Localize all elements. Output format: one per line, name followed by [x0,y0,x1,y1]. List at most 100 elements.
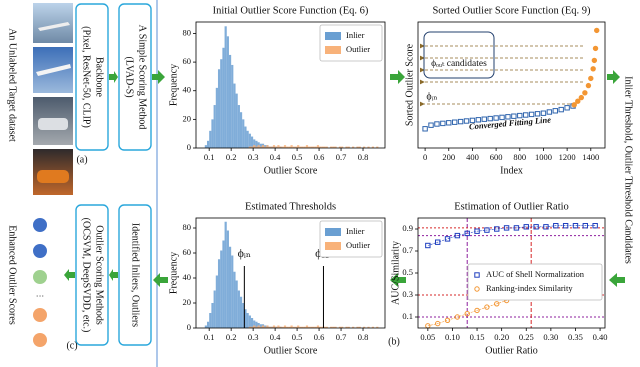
bar [226,230,229,328]
x-tick-label: 0.1 [204,332,215,342]
marker [552,108,558,114]
legend-label: Ranking-index Similarity [486,283,573,293]
identified-box [118,204,152,346]
bar [283,325,287,328]
bar [259,146,262,148]
bar [220,59,223,148]
marker [558,106,564,113]
bar [255,140,258,148]
bar [215,275,218,328]
bar [213,105,216,148]
bar [244,126,247,148]
bar [319,326,322,328]
bar [286,146,289,148]
bar [222,240,225,328]
marker [528,111,535,118]
marker [594,27,600,34]
bar [255,146,258,148]
marker [440,120,446,127]
bar [332,326,335,328]
marker [494,226,500,232]
methods-box [75,204,109,346]
y-axis-label: Frequency [168,64,179,106]
bar [341,146,344,148]
bar [279,146,282,148]
bar [224,221,227,328]
bar [209,313,212,328]
bar [281,326,284,328]
marker [575,98,581,104]
bar [325,146,328,148]
marker [474,286,480,292]
x-tick-label: 600 [490,152,503,162]
marker [474,272,480,278]
arrow [152,70,165,84]
bar [277,145,280,148]
box-text: (Pixel, ResNet-50, CLIP) [81,26,92,128]
bar [217,69,221,148]
legend-swatch [325,32,341,40]
x-tick-label: 0.1 [204,152,215,162]
marker [499,114,505,121]
marker [434,239,441,245]
bar [299,146,302,148]
bar [272,145,276,148]
bar [352,326,355,328]
marker [428,122,434,128]
bar [347,146,350,148]
bar [345,326,348,328]
bar [319,146,322,148]
dataset-label: An Unlabeled Target dataset [7,28,18,142]
bar [250,318,254,328]
bar [310,326,313,328]
y-tick-label: 0.3 [402,289,413,299]
bar [288,146,291,148]
marker [503,225,510,231]
legend-label: AUC of Shell Normalization [486,269,585,279]
marker [540,110,547,116]
score-dot [33,270,47,284]
legend-label: Outlier [346,44,370,54]
panel-label: (b) [388,336,400,347]
x-tick-label: 0.35 [568,332,583,342]
x-tick-label: 0.2 [226,332,237,342]
bar [264,326,267,328]
bar [253,139,256,148]
bar [261,325,265,328]
marker [469,117,476,124]
marker [474,228,480,234]
bar [211,119,214,148]
plot-frame [417,217,606,329]
marker [578,94,585,101]
bar [248,146,251,148]
bar [345,146,348,148]
x-tick-label: 0 [423,152,427,162]
bar [231,64,234,148]
score-dot [33,244,47,258]
x-tick-label: 0.3 [248,332,259,342]
box-text: Backbone [94,57,105,98]
marker [543,224,549,230]
threshold-label: ϕᵢₙ [238,246,251,260]
y-tick-label: 0.7 [402,245,413,255]
arrow [153,273,168,287]
score-dot [33,218,47,232]
arrow [64,269,75,281]
bar [270,146,273,148]
marker [590,66,596,72]
marker [494,301,500,307]
marker [474,307,480,314]
marker [484,227,490,233]
x-tick-label: 200 [442,152,455,162]
x-axis-label: Outlier Ratio [485,345,538,356]
bar [237,105,240,148]
x-axis-label: Outlier Score [264,165,318,176]
x-axis-label: Outlier Score [264,345,318,356]
bar [330,326,333,328]
bar [268,326,271,328]
y-tick-label: 20 [183,297,192,307]
bar [294,146,298,148]
score-dot [33,333,47,347]
bar [250,326,254,328]
